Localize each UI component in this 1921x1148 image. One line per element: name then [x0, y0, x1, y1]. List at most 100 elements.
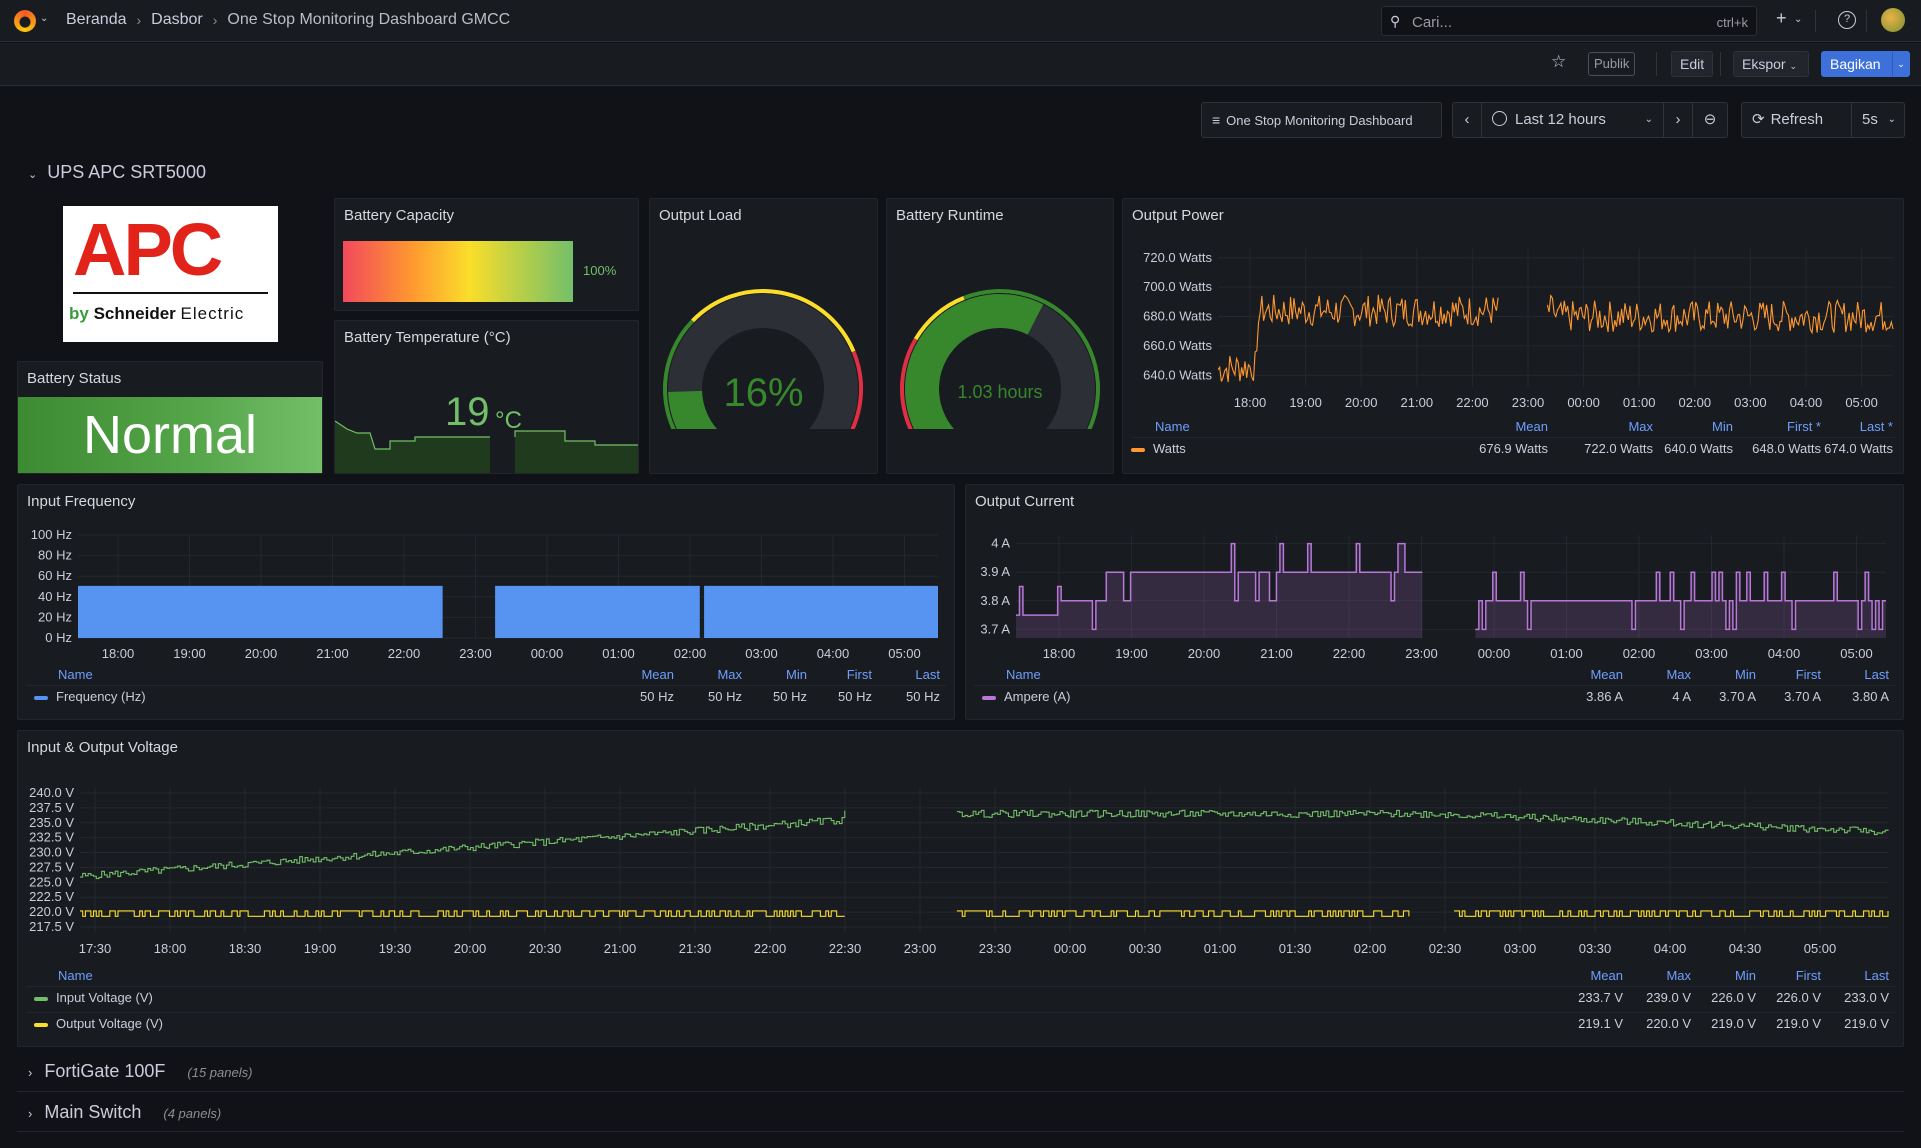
legend-header: Last: [915, 667, 940, 682]
panel-output-current[interactable]: Output Current 4 A 3.9 A 3.8 A 3.7 A 18:00 19…: [965, 484, 1904, 720]
divider: [1720, 52, 1721, 76]
bar-gauge-track: [343, 241, 573, 302]
edit-button[interactable]: Edit: [1671, 51, 1714, 77]
divider: [26, 986, 1895, 987]
legend-stat: 3.70 A: [1719, 689, 1756, 704]
panel-output-load[interactable]: Output Load 16%: [649, 198, 878, 474]
panel-battery-status[interactable]: Battery Status Normal: [17, 361, 323, 474]
gauge-threshold-arc: [663, 319, 695, 429]
star-icon[interactable]: ☆: [1551, 52, 1567, 71]
panel-voltage[interactable]: Input & Output Voltage 240.0 V 237.5 V 235…: [17, 730, 1904, 1047]
x-tick-label: 20:00: [454, 941, 487, 956]
panel-battery-capacity[interactable]: Battery Capacity 100%: [334, 198, 639, 311]
legend-header: Last: [1864, 968, 1889, 983]
breadcrumb-dashboards[interactable]: Dasbor: [151, 11, 203, 28]
chevron-down-icon[interactable]: ⌄: [40, 13, 49, 24]
chevron-down-icon: ⌄: [1887, 114, 1896, 125]
legend-stat: 4 A: [1672, 689, 1691, 704]
legend-stat: 674.0 Watts: [1824, 441, 1893, 456]
legend-header: Max: [1628, 419, 1653, 434]
avatar[interactable]: [1881, 8, 1905, 32]
x-tick-label: 22:00: [1456, 395, 1489, 410]
tagline-company: Schneider: [93, 304, 176, 323]
refresh-interval-picker[interactable]: 5s ⌄: [1851, 102, 1905, 138]
legend-header: First *: [1787, 419, 1821, 434]
x-tick-label: 00:00: [1567, 395, 1600, 410]
y-tick-label: 80 Hz: [38, 548, 72, 563]
row-main-switch[interactable]: › Main Switch (4 panels): [28, 1102, 221, 1123]
row-panel-count: (15 panels): [187, 1065, 253, 1080]
plus-icon[interactable]: +: [1776, 8, 1787, 28]
series-line: [956, 910, 1410, 917]
legend-stat: 3.70 A: [1784, 689, 1821, 704]
y-tick-label: 222.5 V: [29, 889, 74, 904]
status-value: Normal: [82, 405, 258, 465]
series-area: [704, 586, 938, 638]
bar-gauge-value: 100%: [583, 263, 617, 278]
x-tick-label: 04:00: [1654, 941, 1687, 956]
series-line: [956, 809, 1889, 836]
y-tick-label: 240.0 V: [29, 785, 74, 800]
row-title: UPS APC SRT5000: [47, 162, 206, 182]
refresh-button[interactable]: ⟳ Refresh: [1741, 102, 1852, 138]
legend-header: Min: [1735, 667, 1756, 682]
dashboard-link-button[interactable]: ≡ One Stop Monitoring Dashboard: [1201, 102, 1442, 138]
status-value-box: Normal: [18, 397, 322, 473]
legend-stat: 648.0 Watts: [1752, 441, 1821, 456]
x-tick-label: 18:00: [1043, 646, 1076, 661]
time-forward-button[interactable]: ›: [1663, 102, 1693, 138]
panel-title: Battery Runtime: [896, 207, 1004, 224]
series-area: [495, 586, 700, 638]
legend-header: Mean: [641, 667, 674, 682]
menu-icon: ≡: [1212, 112, 1221, 128]
share-button[interactable]: Bagikan: [1821, 51, 1892, 77]
panel-battery-temperature[interactable]: Battery Temperature (°C) 19 °C: [334, 320, 639, 474]
x-tick-label: 00:00: [1054, 941, 1087, 956]
series-line: [1454, 910, 1889, 917]
panel-output-power[interactable]: Output Power 720.0 Watts 700.0 Watts 680.0…: [1122, 198, 1904, 474]
x-tick-label: 05:00: [888, 646, 921, 661]
legend-stat: 239.0 V: [1646, 990, 1691, 1005]
panel-battery-runtime[interactable]: Battery Runtime 1.03 hours: [886, 198, 1114, 474]
zoom-out-button[interactable]: ⊖: [1692, 102, 1728, 138]
x-tick-label: 04:00: [1790, 395, 1823, 410]
legend-stat: 640.0 Watts: [1664, 441, 1733, 456]
series-line: [80, 810, 846, 880]
series-swatch: [34, 695, 48, 700]
panel-title: Input Frequency: [27, 493, 136, 510]
gauge: [663, 289, 863, 429]
legend-stat: 233.0 V: [1844, 990, 1889, 1005]
y-tick-label: 220.0 V: [29, 904, 74, 919]
share-dropdown-button[interactable]: ⌄: [1892, 51, 1910, 77]
series-line: [1016, 542, 1423, 631]
grafana-logo-icon[interactable]: [14, 10, 36, 32]
panel-title: Battery Temperature (°C): [344, 329, 511, 346]
time-back-button[interactable]: ‹: [1452, 102, 1482, 138]
breadcrumb-home[interactable]: Beranda: [66, 11, 127, 28]
legend-header: Min: [1712, 419, 1733, 434]
help-icon[interactable]: ?: [1838, 11, 1856, 29]
x-tick-label: 19:30: [379, 941, 412, 956]
legend-header: Mean: [1515, 419, 1548, 434]
chevron-down-icon[interactable]: ⌄: [1794, 14, 1803, 25]
search-icon: ⚲: [1390, 13, 1401, 29]
x-tick-label: 20:00: [1188, 646, 1221, 661]
x-tick-label: 01:00: [1204, 941, 1237, 956]
export-button[interactable]: Ekspor ⌄: [1733, 51, 1809, 77]
panel-input-frequency[interactable]: Input Frequency 100 Hz 80 Hz 60 Hz 40 Hz 20 …: [17, 484, 955, 720]
row-fortigate[interactable]: › FortiGate 100F (15 panels): [28, 1061, 252, 1082]
search-input[interactable]: ⚲ Cari... ctrl+k: [1381, 6, 1757, 36]
legend-series-name: Output Voltage (V): [34, 1016, 163, 1031]
series-swatch: [982, 695, 996, 700]
row-ups[interactable]: ⌄ UPS APC SRT5000: [28, 162, 206, 183]
dashboard-link-label: One Stop Monitoring Dashboard: [1226, 113, 1413, 128]
x-tick-label: 01:00: [1550, 646, 1583, 661]
legend-header: Max: [717, 667, 742, 682]
gauge-fill: [668, 390, 718, 429]
divider: [1815, 10, 1816, 32]
legend-stat: 50 Hz: [708, 689, 742, 704]
time-picker[interactable]: Last 12 hours ⌄: [1481, 102, 1664, 138]
temperature-sparkline: [335, 420, 638, 473]
x-tick-label: 19:00: [1115, 646, 1148, 661]
gauge-fill: [905, 294, 1044, 429]
